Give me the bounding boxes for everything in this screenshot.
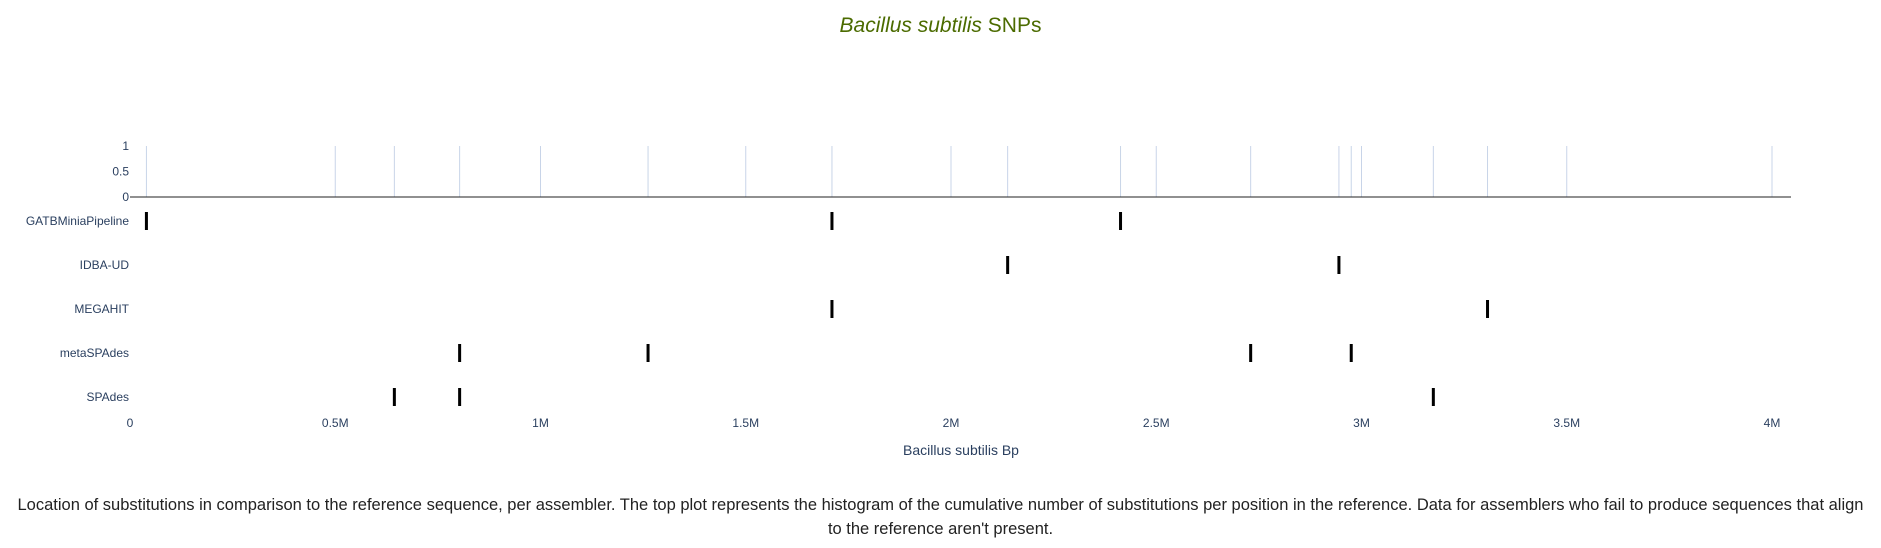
x-tick-label: 1.5M <box>732 416 759 430</box>
assembler-label: MEGAHIT <box>74 302 129 316</box>
snp-marker <box>458 344 462 362</box>
assembler-row: SPAdes <box>87 388 1435 406</box>
x-tick-label: 0.5M <box>322 416 349 430</box>
snp-chart: 10.50 GATBMiniaPipelineIDBA-UDMEGAHITmet… <box>26 139 1791 458</box>
x-tick-label: 1M <box>532 416 549 430</box>
x-tick-label: 3.5M <box>1553 416 1580 430</box>
assembler-rows: GATBMiniaPipeline IDBA-UD MEGAHIT metaSPAde… <box>26 212 1490 406</box>
chart-title-italic: Bacillus subtilis <box>839 14 982 37</box>
histogram-y-ticks: 10.50 <box>112 139 129 204</box>
snp-marker <box>392 388 396 406</box>
assembler-label: GATBMiniaPipeline <box>26 214 129 228</box>
histogram-lines <box>145 146 1773 197</box>
snp-marker <box>830 300 834 318</box>
histogram-y-tick-label: 0 <box>122 190 129 204</box>
snp-marker <box>458 388 462 406</box>
assembler-row: IDBA-UD <box>80 256 1341 274</box>
snp-marker <box>1249 344 1253 362</box>
snp-marker <box>1337 256 1341 274</box>
x-tick-label: 2.5M <box>1143 416 1170 430</box>
x-tick-label: 3M <box>1353 416 1370 430</box>
chart-title-rest: SNPs <box>981 14 1042 37</box>
assembler-label: IDBA-UD <box>80 258 130 272</box>
assembler-label: metaSPAdes <box>60 346 129 360</box>
snp-marker <box>144 212 148 230</box>
chart-title: Bacillus subtilis SNPs <box>0 14 1881 38</box>
x-axis-ticks: 0 0.5M 1M 1.5M 2M 2.5M 3M 3.5M 4M <box>127 416 1781 430</box>
x-tick-label: 2M <box>943 416 960 430</box>
x-tick-label: 4M <box>1764 416 1781 430</box>
snp-marker <box>830 212 834 230</box>
histogram-y-tick-label: 1 <box>122 139 129 153</box>
x-axis-label: Bacillus subtilis Bp <box>903 442 1019 458</box>
x-tick-label: 0 <box>127 416 134 430</box>
assembler-row: MEGAHIT <box>74 300 1490 318</box>
snp-marker <box>1486 300 1490 318</box>
snp-marker <box>1119 212 1123 230</box>
snp-marker <box>1349 344 1353 362</box>
snp-marker <box>1006 256 1010 274</box>
assembler-row: GATBMiniaPipeline <box>26 212 1123 230</box>
histogram-y-tick-label: 0.5 <box>112 165 129 179</box>
snp-marker <box>646 344 650 362</box>
snp-marker <box>1431 388 1435 406</box>
assembler-row: metaSPAdes <box>60 344 1353 362</box>
figure-caption: Location of substitutions in comparison … <box>17 496 1864 538</box>
assembler-label: SPAdes <box>87 390 129 404</box>
